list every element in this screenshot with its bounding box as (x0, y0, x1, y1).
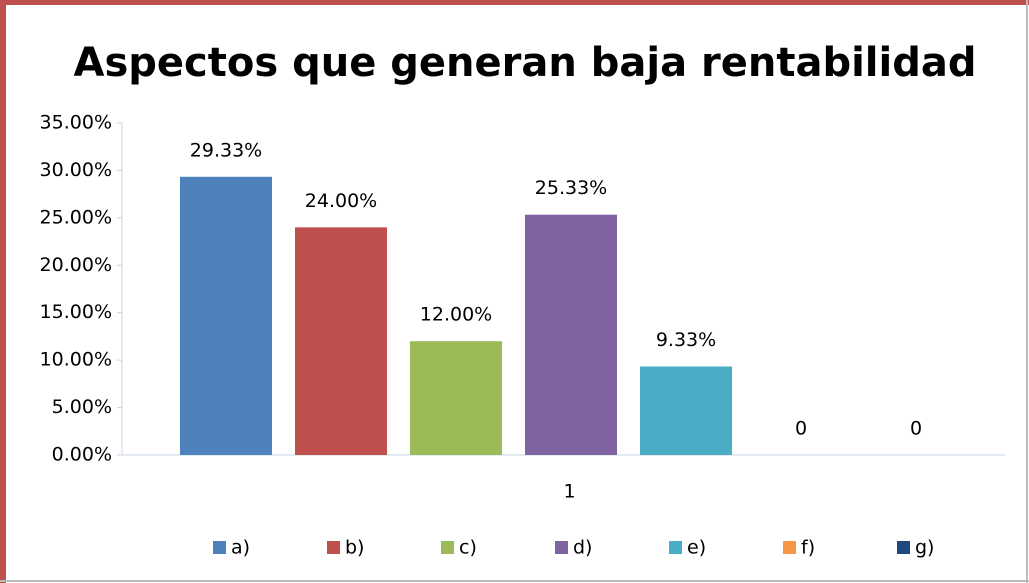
bar (410, 341, 502, 455)
data-label: 29.33% (190, 139, 262, 161)
legend-swatch (555, 541, 568, 554)
y-tick-label: 30.00% (40, 159, 112, 181)
data-label: 12.00% (420, 304, 492, 326)
legend-swatch (669, 541, 682, 554)
bar (180, 176, 272, 455)
legend-label: e) (687, 537, 706, 559)
y-tick-label: 35.00% (40, 112, 112, 134)
bar (640, 366, 732, 455)
legend-label: f) (801, 537, 815, 559)
legend-label: d) (573, 537, 592, 559)
legend-label: c) (459, 537, 477, 559)
chart-title: Aspectos que generan baja rentabilidad (74, 40, 977, 86)
data-label: 24.00% (305, 190, 377, 212)
legend-swatch (783, 541, 796, 554)
y-tick-label: 20.00% (40, 254, 112, 276)
y-tick-label: 25.00% (40, 206, 112, 228)
legend-swatch (441, 541, 454, 554)
y-tick-label: 0.00% (52, 444, 112, 466)
bar (295, 227, 387, 455)
data-label: 25.33% (535, 177, 607, 199)
y-tick-label: 5.00% (52, 396, 112, 418)
legend-swatch (897, 541, 910, 554)
x-tick-label: 1 (563, 481, 575, 503)
legend-swatch (213, 541, 226, 554)
bar (525, 214, 617, 455)
legend-label: a) (231, 537, 250, 559)
y-tick-label: 15.00% (40, 301, 112, 323)
legend-swatch (327, 541, 340, 554)
data-label: 0 (910, 418, 922, 440)
legend-label: b) (345, 537, 364, 559)
y-tick-label: 10.00% (40, 349, 112, 371)
data-label: 0 (795, 418, 807, 440)
data-label: 9.33% (656, 329, 716, 351)
legend-label: g) (915, 537, 934, 559)
